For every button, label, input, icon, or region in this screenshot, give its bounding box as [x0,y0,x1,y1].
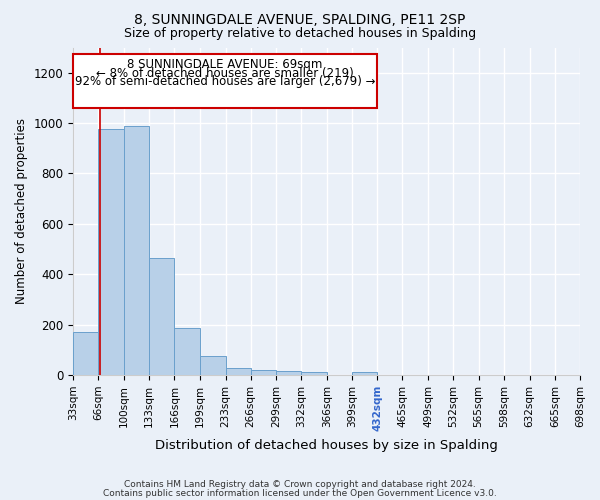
Bar [149,258,175,375]
Bar [276,371,301,375]
Bar [124,126,149,375]
Bar [98,130,124,375]
Text: 8 SUNNINGDALE AVENUE: 69sqm: 8 SUNNINGDALE AVENUE: 69sqm [127,58,323,71]
Bar [301,372,327,375]
Bar [73,332,98,375]
Bar [251,370,276,375]
Text: Contains public sector information licensed under the Open Government Licence v3: Contains public sector information licen… [103,488,497,498]
Bar [226,368,251,375]
Text: 92% of semi-detached houses are larger (2,679) →: 92% of semi-detached houses are larger (… [75,76,376,88]
Bar [175,328,200,375]
Text: Size of property relative to detached houses in Spalding: Size of property relative to detached ho… [124,28,476,40]
Bar [200,356,226,375]
X-axis label: Distribution of detached houses by size in Spalding: Distribution of detached houses by size … [155,440,498,452]
Text: Contains HM Land Registry data © Crown copyright and database right 2024.: Contains HM Land Registry data © Crown c… [124,480,476,489]
Text: 8, SUNNINGDALE AVENUE, SPALDING, PE11 2SP: 8, SUNNINGDALE AVENUE, SPALDING, PE11 2S… [134,12,466,26]
FancyBboxPatch shape [73,54,377,108]
Bar [352,372,377,375]
Text: ← 8% of detached houses are smaller (219): ← 8% of detached houses are smaller (219… [96,67,354,80]
Y-axis label: Number of detached properties: Number of detached properties [15,118,28,304]
